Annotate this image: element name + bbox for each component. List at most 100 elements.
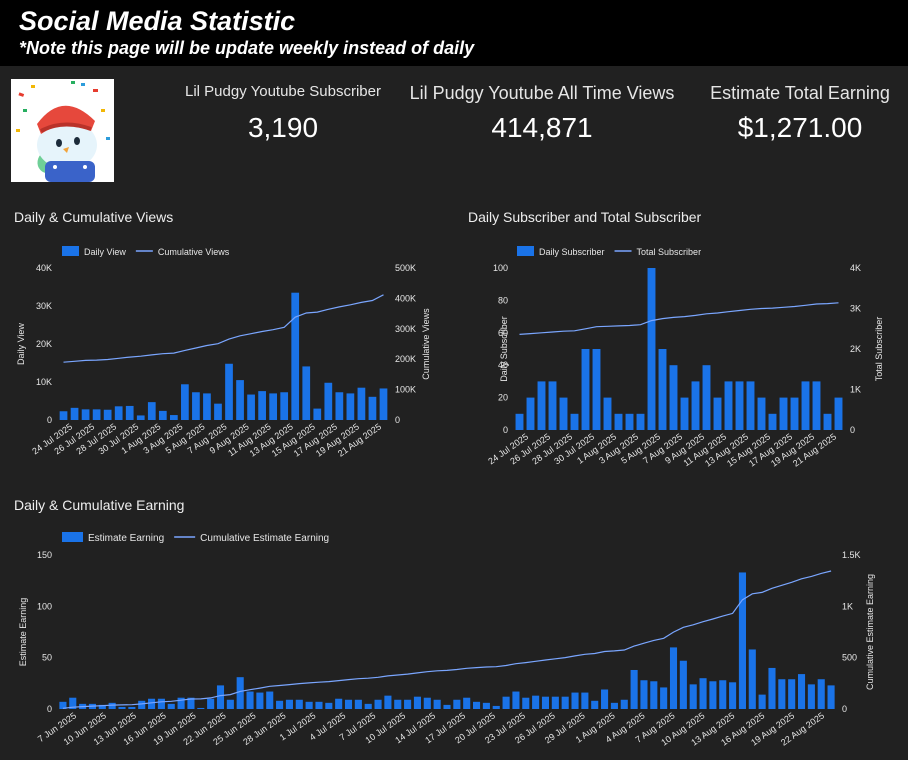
chart-bar <box>269 393 278 420</box>
chart-bar <box>610 702 618 709</box>
chart-bar <box>368 396 377 420</box>
chart-bar <box>285 699 293 709</box>
y2-tick-label: 500 <box>842 653 857 663</box>
chart-bar <box>614 413 623 430</box>
views-stat-label: Lil Pudgy Youtube All Time Views <box>409 83 675 103</box>
y2-tick-label: 1K <box>842 601 853 611</box>
chart-bar <box>225 363 233 420</box>
chart-bar <box>207 698 215 709</box>
chart-bar <box>313 408 322 420</box>
y-tick-label: 40 <box>498 360 508 370</box>
chart-line <box>63 294 384 363</box>
y2-axis-title: Cumulative Estimate Earning <box>865 574 875 690</box>
chart-bar <box>790 397 799 430</box>
chart-bar <box>384 695 392 709</box>
chart-bar <box>669 365 678 430</box>
y2-tick-label: 1.5K <box>842 550 861 560</box>
y-tick-label: 10K <box>36 377 52 387</box>
subscriber-chart: Daily Subscriber Total Subscriber 0 20 40 60 8… <box>486 246 884 469</box>
chart-bar <box>526 397 535 430</box>
views-chart: Daily View Cumulative Views 0 10K 20K 30K 40K 0… <box>16 246 431 459</box>
chart-bar <box>276 700 284 709</box>
y-axis-title: Daily View <box>16 323 26 365</box>
chart-bar <box>98 704 106 709</box>
chart-bar <box>374 699 382 709</box>
chart-bar <box>757 397 766 430</box>
chart-bar <box>280 392 289 420</box>
chart-bar <box>571 692 579 709</box>
chart-bar <box>246 691 254 709</box>
views-chart-title: Daily & Cumulative Views <box>14 209 174 225</box>
chart-bar <box>291 292 300 420</box>
chart-bar <box>247 394 255 420</box>
y2-tick-label: 200K <box>395 354 416 364</box>
chart-bar <box>729 682 737 709</box>
chart-bar <box>236 380 244 420</box>
subscriber-stat-label: Lil Pudgy Youtube Subscriber <box>185 83 381 100</box>
chart-bar <box>691 381 700 430</box>
chart-bar <box>364 703 372 709</box>
chart-bar <box>423 697 431 709</box>
chart-bar <box>324 382 333 420</box>
y-tick-label: 30K <box>36 301 52 311</box>
chart-bar <box>463 697 471 709</box>
y2-tick-label: 4K <box>850 263 861 273</box>
earning-chart-title: Daily & Cumulative Earning <box>14 497 185 513</box>
chart-bar <box>548 381 557 430</box>
chart-bar <box>128 706 136 709</box>
chart-bar <box>591 700 599 709</box>
subscriber-stat-value: 3,190 <box>247 112 319 143</box>
chart-bar <box>689 684 697 709</box>
y-tick-label: 50 <box>42 653 52 663</box>
views-stat-value: 414,871 <box>491 112 593 143</box>
chart-bar <box>258 391 266 420</box>
y2-tick-label: 100K <box>395 385 416 395</box>
chart-bar <box>138 700 146 709</box>
legend-bar-swatch <box>517 246 534 256</box>
y2-axis-title: Total Subscriber <box>874 317 884 382</box>
chart-bar <box>108 702 116 709</box>
chart-bar <box>768 413 777 430</box>
chart-line <box>519 302 839 335</box>
y-tick-label: 100 <box>37 601 52 611</box>
chart-bar <box>746 381 755 430</box>
chart-bar <box>379 388 388 420</box>
chart-bar <box>181 384 189 420</box>
chart-bar <box>581 692 589 709</box>
chart-bar <box>788 679 796 709</box>
chart-bar <box>522 697 530 709</box>
chart-bar <box>413 696 422 709</box>
chart-bar <box>812 381 821 430</box>
chart-bar <box>125 405 134 420</box>
chart-bar <box>823 413 832 430</box>
avatar <box>11 79 114 182</box>
y-tick-label: 0 <box>47 415 52 425</box>
chart-bar <box>537 381 546 430</box>
chart-bar <box>502 696 510 709</box>
chart-bar <box>136 415 145 420</box>
chart-bar <box>834 397 843 430</box>
chart-bar <box>177 697 185 709</box>
chart-bar <box>559 397 568 430</box>
chart-bar <box>647 268 656 430</box>
chart-bar <box>59 701 67 709</box>
chart-bar <box>59 411 68 420</box>
y2-tick-label: 1K <box>850 385 861 395</box>
y-tick-label: 150 <box>37 550 52 560</box>
y2-tick-label: 3K <box>850 304 861 314</box>
chart-bar <box>724 381 733 430</box>
chart-bar <box>561 696 569 709</box>
penguin-avatar-image <box>11 79 114 182</box>
chart-bar <box>699 678 707 709</box>
chart-bar <box>709 681 717 709</box>
legend-line-label: Total Subscriber <box>637 247 702 257</box>
chart-bar <box>636 413 645 430</box>
chart-bar <box>354 699 362 709</box>
chart-bar <box>114 406 123 420</box>
chart-bar <box>658 349 667 430</box>
chart-bar <box>541 696 550 709</box>
chart-bar <box>768 667 776 709</box>
chart-bar <box>515 413 524 430</box>
y-tick-label: 100 <box>493 263 508 273</box>
chart-bar <box>158 410 167 420</box>
